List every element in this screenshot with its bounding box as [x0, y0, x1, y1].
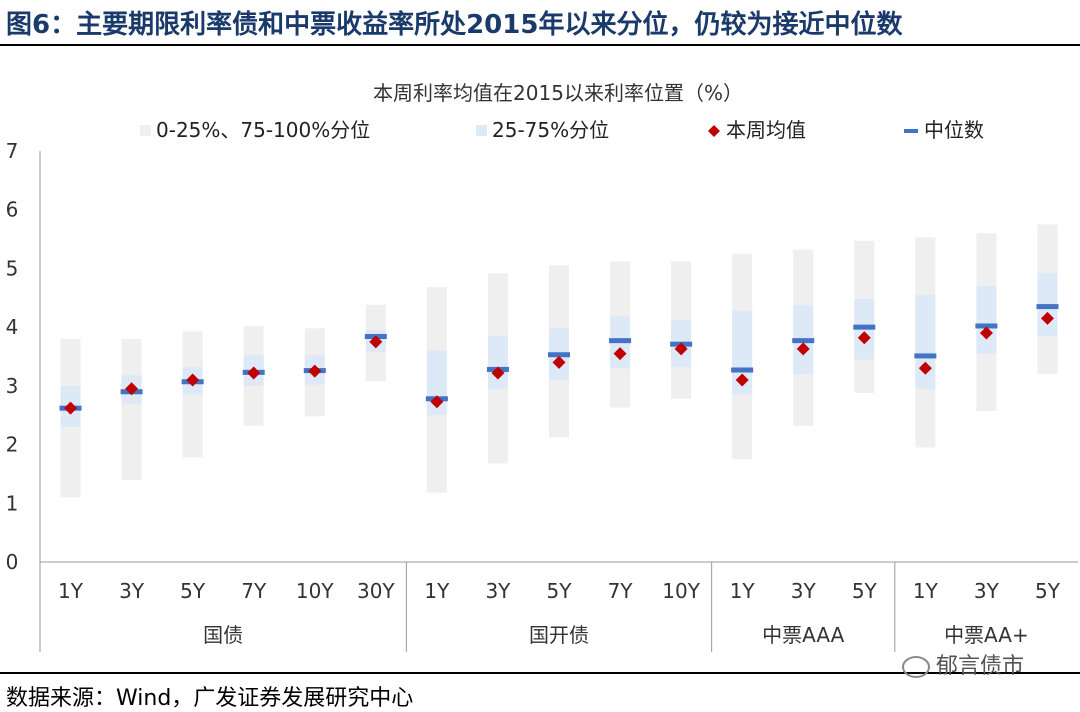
- x-tick-label: 5Y: [1035, 579, 1061, 603]
- x-axis: 1Y 3Y 5Y 7Y 10Y 30Y 1Y 3Y 5Y 7Y 10Y 1Y 3Y 5Y 1Y 3Y 5Y 国债 国…: [39, 561, 1078, 652]
- wechat-icon: [902, 656, 930, 678]
- x-tick-label: 1Y: [58, 579, 84, 603]
- mean-marker: [430, 395, 444, 409]
- mean-marker: [552, 355, 566, 369]
- mean-marker: [125, 382, 139, 396]
- source-note: 数据来源：Wind，广发证券发展研究中心: [6, 686, 414, 711]
- group-label: 中票AAA: [762, 623, 844, 647]
- legend-median-label: 中位数: [924, 118, 984, 142]
- x-tick-label: 5Y: [852, 579, 878, 603]
- median-marker: [731, 367, 754, 373]
- mean-marker: [1040, 311, 1054, 325]
- y-tick-label: 5: [6, 256, 19, 280]
- chart-title: 本周利率均值在2015以来利率位置（%）: [373, 81, 743, 105]
- mean-marker: [247, 366, 261, 380]
- inner-band: [915, 294, 936, 389]
- legend-mean-marker: [708, 125, 720, 137]
- inner-band: [976, 286, 997, 354]
- mean-marker: [796, 342, 810, 356]
- mean-marker: [491, 366, 505, 380]
- mean-marker: [674, 342, 688, 356]
- y-tick-label: 2: [6, 433, 19, 457]
- group-label: 国开债: [529, 623, 589, 647]
- mean-marker: [369, 335, 383, 349]
- y-tick-label: 7: [6, 139, 19, 163]
- x-tick-label: 7Y: [241, 579, 267, 603]
- legend-inner-label: 25-75%分位: [492, 118, 609, 142]
- x-tick-label: 3Y: [974, 579, 1000, 603]
- group-label: 国债: [203, 623, 243, 647]
- median-marker: [975, 323, 998, 329]
- legend-inner-swatch: [476, 125, 487, 136]
- mean-marker: [613, 347, 627, 361]
- x-tick-label: 1Y: [913, 579, 939, 603]
- mean-marker: [64, 401, 78, 415]
- x-tick-label: 10Y: [662, 579, 700, 603]
- x-tick-label: 3Y: [485, 579, 511, 603]
- x-tick-label: 5Y: [547, 579, 573, 603]
- y-axis: 0 1 2 3 4 5 6 7: [6, 139, 41, 574]
- range-chart: 本周利率均值在2015以来利率位置（%） 0-25%、75-100%分位 25-…: [6, 81, 1078, 652]
- watermark: 郁言债市: [902, 648, 1024, 680]
- y-tick-label: 6: [6, 198, 19, 222]
- top-rule: [0, 44, 1080, 46]
- mean-marker: [186, 373, 200, 387]
- inner-band: [732, 310, 753, 395]
- x-tick-label: 10Y: [296, 579, 334, 603]
- mean-marker: [735, 373, 749, 387]
- y-tick-label: 3: [6, 374, 19, 398]
- median-marker: [609, 338, 632, 344]
- inner-band: [487, 335, 508, 389]
- mean-marker: [857, 331, 871, 345]
- median-marker: [914, 353, 937, 359]
- x-tick-label: 7Y: [608, 579, 634, 603]
- legend-mean-label: 本周均值: [726, 118, 806, 142]
- plot-area: [59, 224, 1059, 498]
- median-marker: [792, 338, 815, 344]
- legend-outer-label: 0-25%、75-100%分位: [156, 118, 370, 142]
- bottom-rule: [0, 672, 1080, 674]
- median-marker: [548, 352, 570, 358]
- legend: 0-25%、75-100%分位 25-75%分位 本周均值 中位数: [140, 118, 984, 142]
- mean-marker: [979, 326, 993, 340]
- group-label: 中票AA+: [944, 623, 1029, 647]
- outer-band: [121, 338, 142, 480]
- x-tick-label: 30Y: [357, 579, 395, 603]
- median-marker: [853, 324, 876, 330]
- median-marker: [1036, 304, 1059, 310]
- y-tick-label: 4: [6, 315, 19, 339]
- legend-median-marker: [904, 129, 918, 133]
- mean-marker: [918, 361, 932, 375]
- figure-title: 图6：主要期限利率债和中票收益率所处2015年以来分位，仍较为接近中位数: [6, 10, 903, 40]
- y-tick-label: 0: [6, 550, 19, 574]
- x-tick-label: 1Y: [424, 579, 450, 603]
- x-tick-label: 3Y: [119, 579, 145, 603]
- x-tick-label: 1Y: [730, 579, 756, 603]
- x-tick-label: 5Y: [180, 579, 206, 603]
- y-tick-label: 1: [6, 491, 19, 515]
- x-tick-label: 3Y: [791, 579, 817, 603]
- watermark-text: 郁言债市: [936, 654, 1025, 679]
- mean-marker: [308, 364, 322, 378]
- legend-outer-swatch: [140, 125, 151, 136]
